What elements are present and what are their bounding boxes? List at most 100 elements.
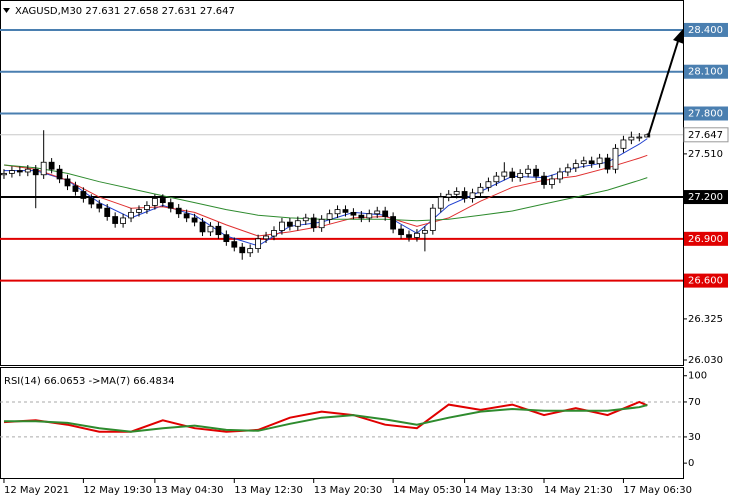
candle-body bbox=[326, 213, 333, 220]
series-line bbox=[3, 164, 648, 222]
candle-body bbox=[175, 207, 182, 215]
candle-body bbox=[358, 214, 365, 219]
candle-body bbox=[40, 161, 47, 176]
candle-body bbox=[80, 191, 87, 199]
y-tick-label: 70 bbox=[688, 397, 701, 408]
y-tick-label: 30 bbox=[688, 432, 701, 443]
candle-body bbox=[445, 193, 452, 198]
main-panel bbox=[0, 0, 684, 366]
candle-body bbox=[159, 198, 166, 204]
level-label: 26.900 bbox=[688, 234, 723, 245]
candle-body bbox=[72, 185, 79, 192]
y-tick-label: 100 bbox=[688, 371, 707, 382]
candle-body bbox=[390, 216, 397, 230]
rsi-title: RSI(14) 66.0653 ->MA(7) 66.4834 bbox=[4, 376, 175, 387]
candle-body bbox=[612, 147, 619, 170]
x-tick-label: 12 May 2021 bbox=[4, 485, 69, 496]
candle-body bbox=[636, 136, 643, 139]
y-tick-label: 27.510 bbox=[688, 149, 723, 160]
x-tick-label: 14 May 21:30 bbox=[544, 485, 613, 496]
candle-body bbox=[1, 172, 7, 176]
level-label: 28.100 bbox=[688, 67, 723, 78]
candle-body bbox=[247, 248, 254, 254]
candle-body bbox=[469, 192, 476, 199]
candle-body bbox=[572, 163, 579, 169]
x-tick-label: 12 May 19:30 bbox=[83, 485, 152, 496]
candle-body bbox=[501, 171, 508, 177]
candle-body bbox=[406, 234, 412, 238]
candle-body bbox=[350, 211, 357, 216]
candle-body bbox=[620, 139, 627, 149]
candle-body bbox=[334, 209, 341, 215]
candle-body bbox=[302, 217, 309, 222]
candle-body bbox=[88, 198, 95, 205]
last-price-label: 27.647 bbox=[688, 130, 723, 141]
candle-body bbox=[525, 168, 532, 174]
candle-body bbox=[588, 160, 595, 165]
candle-body bbox=[318, 218, 325, 229]
candle-body bbox=[541, 175, 547, 185]
candle-body bbox=[628, 136, 635, 141]
series-line bbox=[4, 138, 648, 247]
candle-body bbox=[382, 210, 389, 217]
candle-body bbox=[485, 181, 492, 188]
candle-body bbox=[24, 168, 31, 173]
candle-body bbox=[453, 191, 460, 195]
candle-body bbox=[557, 171, 563, 180]
chart-title: XAGUSD,M30 27.631 27.658 27.631 27.647 bbox=[15, 6, 235, 17]
candle-body bbox=[366, 213, 373, 219]
level-label: 28.400 bbox=[688, 25, 723, 36]
plot-layer: 27.510 26.325 26.030 28.400 28.100 27.800 27.2… bbox=[0, 22, 729, 496]
candle-body bbox=[56, 168, 63, 180]
level-label: 27.200 bbox=[688, 192, 723, 203]
candle-body bbox=[342, 209, 349, 213]
candle-body bbox=[167, 202, 174, 209]
candle-body bbox=[564, 167, 571, 173]
arrow-head bbox=[673, 29, 684, 44]
candle-body bbox=[398, 228, 404, 236]
level-label-box bbox=[684, 64, 728, 79]
candle-body bbox=[271, 230, 277, 237]
candle-body bbox=[461, 191, 468, 199]
candle-body bbox=[136, 209, 142, 213]
candle-body bbox=[279, 221, 285, 231]
candle-body bbox=[151, 198, 158, 206]
candle-body bbox=[231, 241, 238, 248]
series-line bbox=[4, 404, 648, 433]
candle-body bbox=[493, 175, 500, 183]
candle-body bbox=[64, 178, 71, 187]
y-tick-label: 26.325 bbox=[688, 314, 723, 325]
candle-body bbox=[549, 178, 555, 185]
menu-icon bbox=[3, 8, 10, 13]
level-label-box bbox=[684, 22, 728, 37]
candle-body bbox=[120, 217, 126, 224]
candle-body bbox=[533, 168, 539, 177]
x-tick-label: 13 May 04:30 bbox=[155, 485, 224, 496]
candle-body bbox=[517, 172, 524, 178]
x-tick-label: 14 May 05:30 bbox=[393, 485, 462, 496]
candle-body bbox=[286, 221, 293, 227]
candle-body bbox=[32, 168, 39, 176]
candle-body bbox=[215, 225, 222, 236]
candle-body bbox=[421, 230, 428, 234]
rsi-panel bbox=[0, 367, 684, 479]
arrow-shaft bbox=[647, 37, 680, 138]
series-line bbox=[3, 154, 648, 237]
y-tick-label: 26.030 bbox=[688, 355, 723, 366]
level-label-box bbox=[684, 190, 728, 205]
candle-body bbox=[48, 161, 55, 170]
candle-body bbox=[596, 157, 603, 165]
candle-body bbox=[207, 225, 214, 233]
candle-body bbox=[477, 186, 484, 194]
candle-body bbox=[16, 170, 23, 173]
level-label: 27.800 bbox=[688, 108, 723, 119]
candle-body bbox=[294, 220, 301, 227]
candle-body bbox=[604, 157, 611, 170]
candle-body bbox=[239, 246, 246, 254]
candle-body bbox=[414, 232, 420, 238]
candle-body bbox=[429, 207, 436, 231]
candle-body bbox=[223, 234, 230, 243]
candle-body bbox=[437, 196, 444, 209]
